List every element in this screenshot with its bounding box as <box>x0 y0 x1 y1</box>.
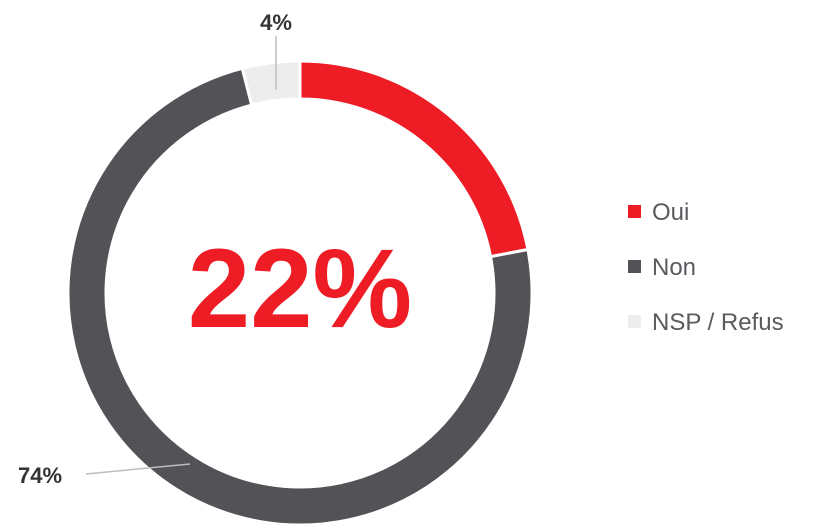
callout-line-non <box>85 463 191 475</box>
slice-nsp <box>240 59 302 107</box>
legend-label-oui: Oui <box>652 199 689 226</box>
legend-item-non: Non <box>628 254 696 281</box>
legend-label-nsp: NSP / Refus <box>652 309 784 336</box>
data-label-nsp: 4% <box>260 10 292 35</box>
center-value-label: 22% <box>188 226 412 351</box>
slices-group <box>66 59 534 525</box>
legend-item-oui: Oui <box>628 199 689 226</box>
data-label-non: 74% <box>18 463 62 488</box>
legend: Oui Non NSP / Refus <box>628 199 784 336</box>
slice-non <box>66 66 534 525</box>
legend-label-non: Non <box>652 254 696 281</box>
legend-item-nsp: NSP / Refus <box>628 309 784 336</box>
legend-swatch-oui <box>628 205 641 218</box>
legend-swatch-non <box>628 260 641 273</box>
legend-swatch-nsp <box>628 315 641 328</box>
